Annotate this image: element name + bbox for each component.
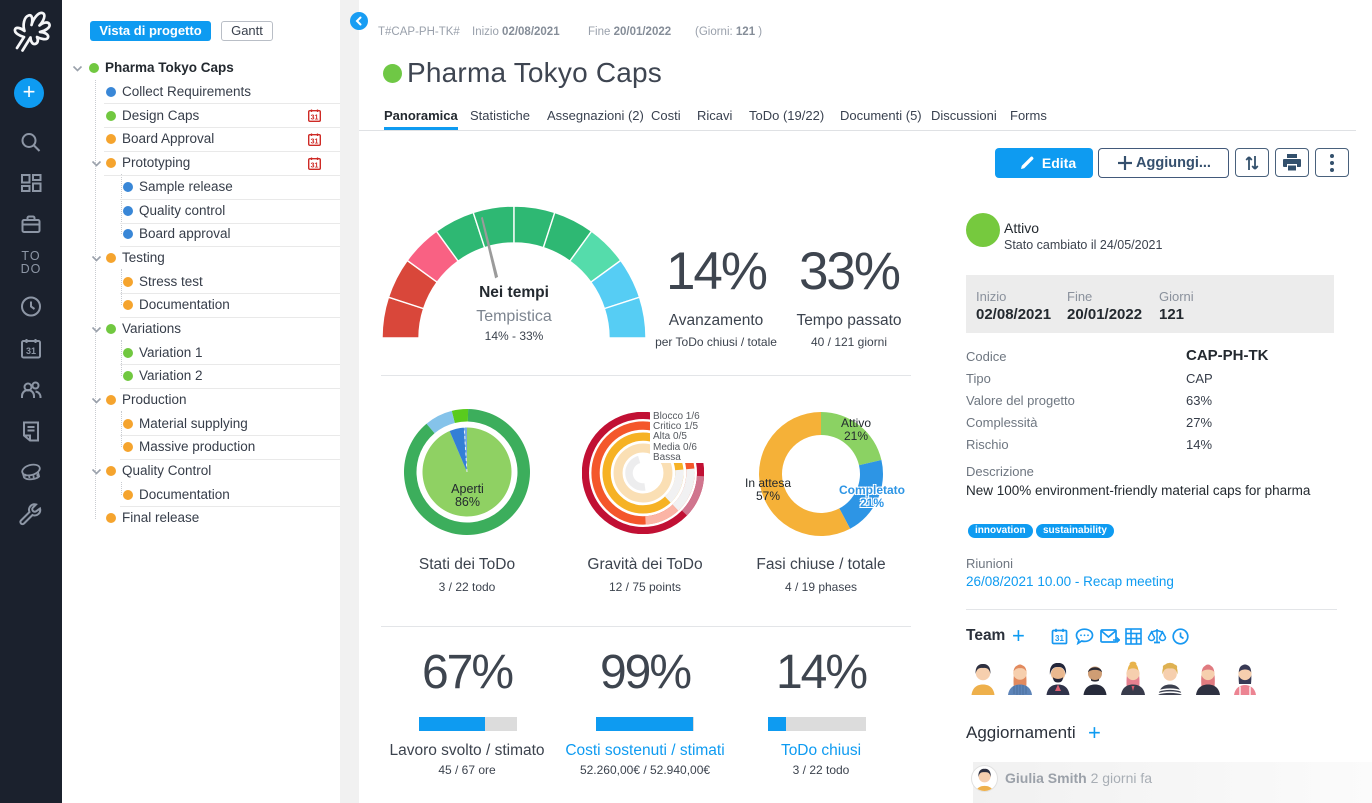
svg-text:31: 31 [311,162,319,169]
svg-text:31: 31 [311,138,319,145]
svg-text:31: 31 [26,346,36,356]
svg-text:31: 31 [1055,634,1064,643]
svg-text:31: 31 [311,115,319,122]
